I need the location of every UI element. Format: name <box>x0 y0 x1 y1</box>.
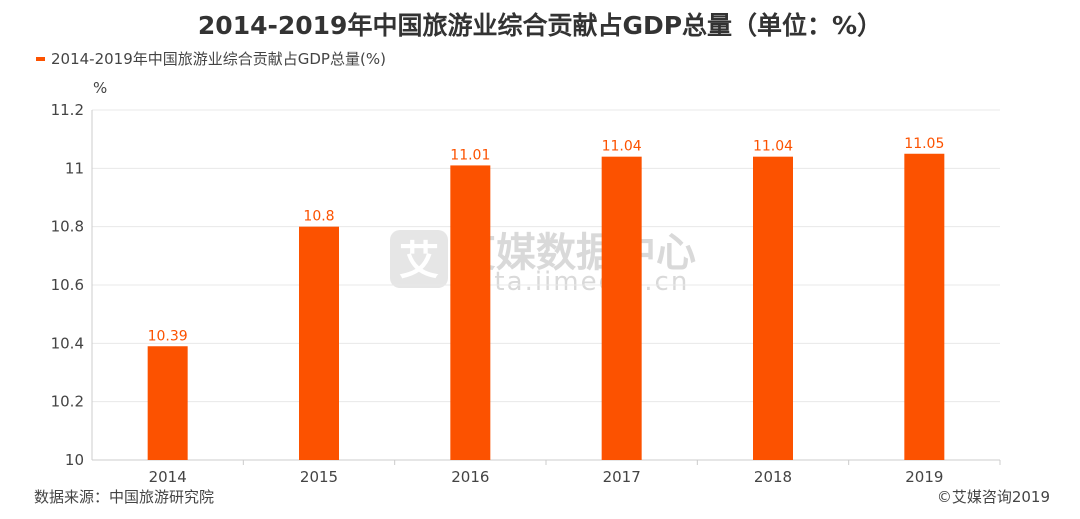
bar-value-label: 11.01 <box>450 147 490 163</box>
y-tick-label: 10 <box>65 451 84 469</box>
y-tick-label: 10.6 <box>51 276 84 294</box>
y-tick-label: 10.8 <box>51 218 84 236</box>
x-tick-label: 2018 <box>754 468 792 486</box>
bar-value-label: 10.8 <box>303 209 334 225</box>
legend-swatch <box>36 56 45 61</box>
y-axis-label: % <box>93 79 107 97</box>
y-tick-label: 11 <box>65 159 84 177</box>
y-tick-label: 10.4 <box>51 334 84 352</box>
watermark-logo-icon <box>390 230 448 288</box>
watermark-site: data.iimedia.cn <box>458 267 689 297</box>
x-tick-label: 2014 <box>149 468 187 486</box>
bar-value-label: 10.39 <box>148 328 188 344</box>
x-tick-label: 2015 <box>300 468 338 486</box>
bar-value-label: 11.04 <box>753 139 793 155</box>
bar <box>601 156 642 460</box>
watermark-brand: 艾媒数据中心 <box>456 230 696 276</box>
bar-value-label: 11.04 <box>602 139 642 155</box>
watermark: 艾 艾媒数据中心 data.iimedia.cn <box>390 230 696 297</box>
copyright-note: ©艾媒咨询2019 <box>936 488 1050 506</box>
watermark-logo-char: 艾 <box>399 238 439 284</box>
source-note: 数据来源：中国旅游研究院 <box>34 488 215 506</box>
x-tick-label: 2016 <box>451 468 489 486</box>
y-tick-label: 10.2 <box>51 393 84 411</box>
x-tick-label: 2019 <box>905 468 943 486</box>
bar-value-label: 11.05 <box>904 136 944 152</box>
x-tick-label: 2017 <box>603 468 641 486</box>
legend: 2014-2019年中国旅游业综合贡献占GDP总量(%) <box>36 48 386 69</box>
y-tick-label: 11.2 <box>51 101 84 119</box>
bar <box>450 165 491 460</box>
chart-title: 2014-2019年中国旅游业综合贡献占GDP总量（单位：%） <box>197 11 883 40</box>
bar <box>299 226 339 460</box>
bar <box>147 346 188 460</box>
bar <box>753 156 793 460</box>
bar <box>904 153 945 460</box>
legend-label: 2014-2019年中国旅游业综合贡献占GDP总量(%) <box>51 50 386 68</box>
